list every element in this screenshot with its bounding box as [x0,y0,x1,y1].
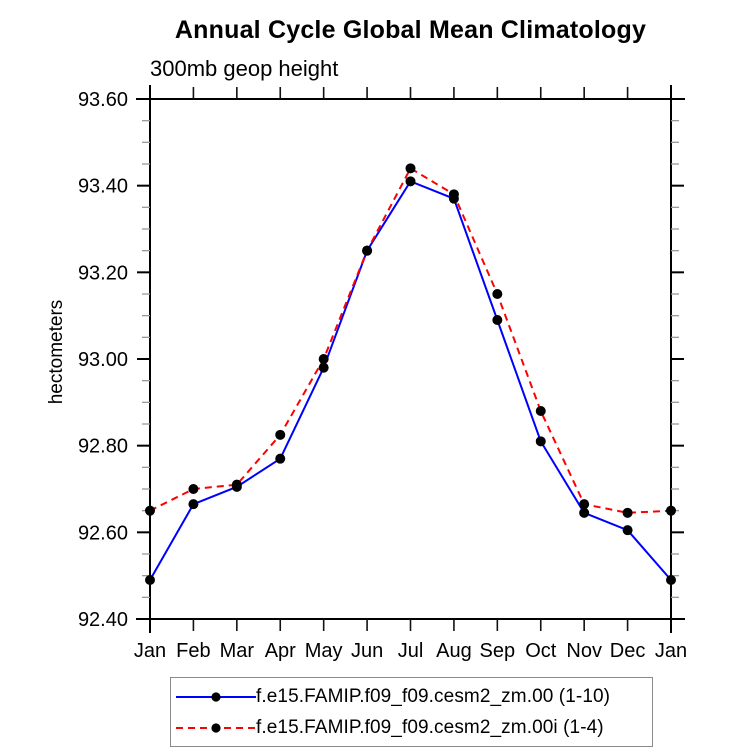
svg-text:Feb: Feb [176,640,210,662]
chart-subtitle: 300mb geop height [150,56,339,81]
svg-text:Apr: Apr [265,640,296,662]
legend-item: f.e15.FAMIP.f09_f09.cesm2_zm.00i (1-4) [176,712,652,743]
svg-text:93.60: 93.60 [78,89,128,111]
chart-title: Annual Cycle Global Mean Climatology [174,16,647,44]
svg-text:Jul: Jul [398,640,424,662]
legend: f.e15.FAMIP.f09_f09.cesm2_zm.00 (1-10) f… [170,677,653,747]
svg-text:92.40: 92.40 [78,609,128,631]
svg-text:93.00: 93.00 [78,349,128,371]
legend-item: f.e15.FAMIP.f09_f09.cesm2_zm.00 (1-10) [176,681,652,712]
svg-text:Mar: Mar [220,640,255,662]
svg-text:Dec: Dec [610,640,646,662]
svg-text:92.60: 92.60 [78,522,128,544]
legend-label: f.e15.FAMIP.f09_f09.cesm2_zm.00 (1-10) [256,685,611,707]
svg-text:Jun: Jun [351,640,383,662]
legend-label: f.e15.FAMIP.f09_f09.cesm2_zm.00i (1-4) [256,716,604,738]
svg-text:Oct: Oct [525,640,557,662]
svg-text:92.80: 92.80 [78,436,128,458]
svg-text:May: May [305,640,343,662]
legend-line-sample-dashed-icon [176,722,256,733]
svg-text:Sep: Sep [480,640,516,662]
svg-text:Jan: Jan [655,640,687,662]
svg-text:Aug: Aug [436,640,472,662]
legend-line-sample-solid-icon [176,691,256,702]
svg-text:93.40: 93.40 [78,176,128,198]
svg-text:93.20: 93.20 [78,262,128,284]
svg-text:Nov: Nov [566,640,602,662]
svg-text:Jan: Jan [134,640,166,662]
